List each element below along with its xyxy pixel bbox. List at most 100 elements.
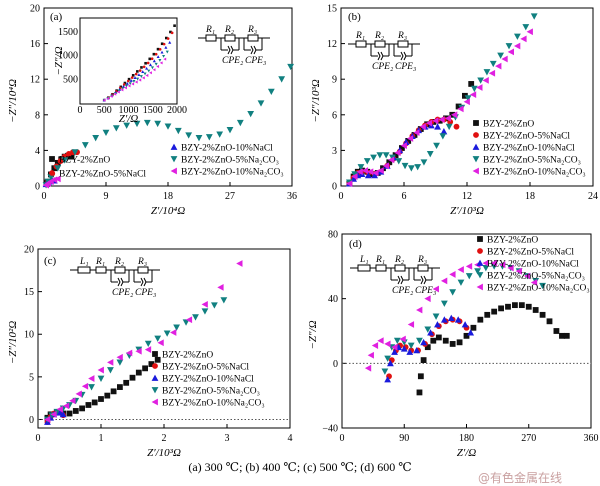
cpe-symbol <box>117 277 124 287</box>
y-tick-label: 8 <box>35 110 40 121</box>
panel-label: (c) <box>44 255 57 267</box>
inductor-symbol <box>357 264 371 272</box>
data-point <box>62 402 70 410</box>
inset-data-point <box>150 57 154 61</box>
data-point <box>391 343 398 351</box>
legend-entry: BZY-2%ZnO <box>59 156 110 166</box>
data-point <box>392 152 399 159</box>
data-point <box>88 375 95 382</box>
data-point <box>457 105 464 113</box>
legend-marker <box>477 236 483 242</box>
data-point <box>377 337 384 345</box>
panel-a: 0 9 18 27 36 0 4 8 12 16 20 Z′/10⁴Ω −Z″/10⁴Ω (a) BZY-2… <box>7 4 297 218</box>
cpe-symbol <box>420 275 427 285</box>
legend-entry: BZY-2%ZnO-5%NaCl <box>483 132 570 142</box>
inset-data-point <box>138 78 142 82</box>
x-axis-label: Z′/10³Ω <box>147 447 181 459</box>
data-point <box>382 152 390 159</box>
y-axis-label: −Z″/10⁴Ω <box>7 79 19 123</box>
data-point <box>384 376 392 383</box>
data-point <box>468 81 475 87</box>
data-point <box>164 123 172 130</box>
equivalent-circuit: L₁ R₁ R₂ CPE₂ R₃ CPE₃ <box>350 255 440 296</box>
legend-entry: BZY-2%ZnO-5%Na₂CO₃ <box>487 272 585 282</box>
legend-marker <box>476 283 483 291</box>
inset-data-point <box>158 59 162 62</box>
x-tick-label: 0 <box>42 191 47 202</box>
resistor-symbol <box>355 40 367 48</box>
x-tick-label: 0 <box>339 191 344 202</box>
data-point <box>434 123 441 130</box>
data-point <box>430 337 437 344</box>
data-point <box>81 382 89 390</box>
data-point <box>462 92 468 99</box>
data-point <box>539 311 546 318</box>
panel-c: 0 1 2 3 4 0 5 10 15 20 Z′/10³Ω −Z″/10²Ω (c) BZY-2%ZnO… <box>7 245 293 460</box>
y-tick-label: −40 <box>322 424 338 435</box>
data-point <box>416 337 423 345</box>
data-point <box>117 384 123 390</box>
data-point <box>116 359 124 366</box>
data-point <box>420 159 428 166</box>
legend-entry: BZY-2%ZnO-10%NaCl <box>162 375 254 385</box>
inset-data-point <box>126 79 130 83</box>
data-point <box>432 117 439 125</box>
legend-marker <box>49 156 55 162</box>
data-point <box>371 171 378 179</box>
inset-data-point <box>106 96 110 101</box>
data-point <box>236 119 244 127</box>
data-point <box>417 373 424 380</box>
data-point <box>148 361 155 367</box>
legend-entry: BZY-2%ZnO-5%Na₂CO₃ <box>181 156 279 166</box>
data-point <box>402 138 410 145</box>
data-point <box>465 273 473 280</box>
cpe-symbol <box>377 51 384 61</box>
data-point <box>454 316 462 323</box>
inset-y-label: −Z″/Ω <box>53 46 65 75</box>
circuit-label: CPE₂ <box>222 56 244 66</box>
data-point <box>216 131 224 138</box>
data-point <box>505 303 511 310</box>
legend-entry: BZY-2%ZnO-10%NaCl <box>487 260 579 270</box>
panel-label: (a) <box>50 11 63 23</box>
data-point <box>54 159 61 166</box>
data-point <box>416 306 423 314</box>
data-point <box>56 405 63 413</box>
data-point <box>97 366 104 374</box>
inset-data-point <box>150 66 154 70</box>
inset-y-tick-label: 1000 <box>58 51 78 62</box>
cpe-symbol <box>400 51 407 61</box>
circuit-label: CPE₃ <box>395 62 416 72</box>
x-tick-label: 18 <box>163 191 173 202</box>
data-point <box>154 356 161 363</box>
inset-y-tick-label: 1500 <box>58 27 78 38</box>
data-point <box>530 279 538 286</box>
circuit-label: R₂ <box>224 25 235 35</box>
inset-data-point <box>164 45 168 49</box>
data-point <box>185 132 193 139</box>
resistor-symbol <box>224 34 236 42</box>
y-tick-label: 5 <box>29 372 34 383</box>
data-point <box>154 335 162 342</box>
data-point <box>92 135 100 142</box>
data-point <box>559 332 565 339</box>
data-point <box>515 267 522 275</box>
data-point <box>91 399 98 406</box>
x-tick-label: 360 <box>584 433 599 444</box>
data-point <box>59 410 67 418</box>
circuit-label: L₁ <box>359 255 369 265</box>
data-point <box>372 169 379 177</box>
x-axis-label: Z′/Ω <box>457 447 477 459</box>
data-point <box>201 301 208 308</box>
inset-data-point <box>160 42 164 46</box>
data-point <box>144 340 152 348</box>
data-point <box>211 302 218 309</box>
resistor-symbol <box>394 264 406 272</box>
data-point <box>407 321 415 328</box>
legend-marker <box>476 259 484 266</box>
legend-entry: BZY-2%ZnO <box>162 351 213 361</box>
data-point <box>44 416 51 423</box>
data-point <box>522 24 530 31</box>
